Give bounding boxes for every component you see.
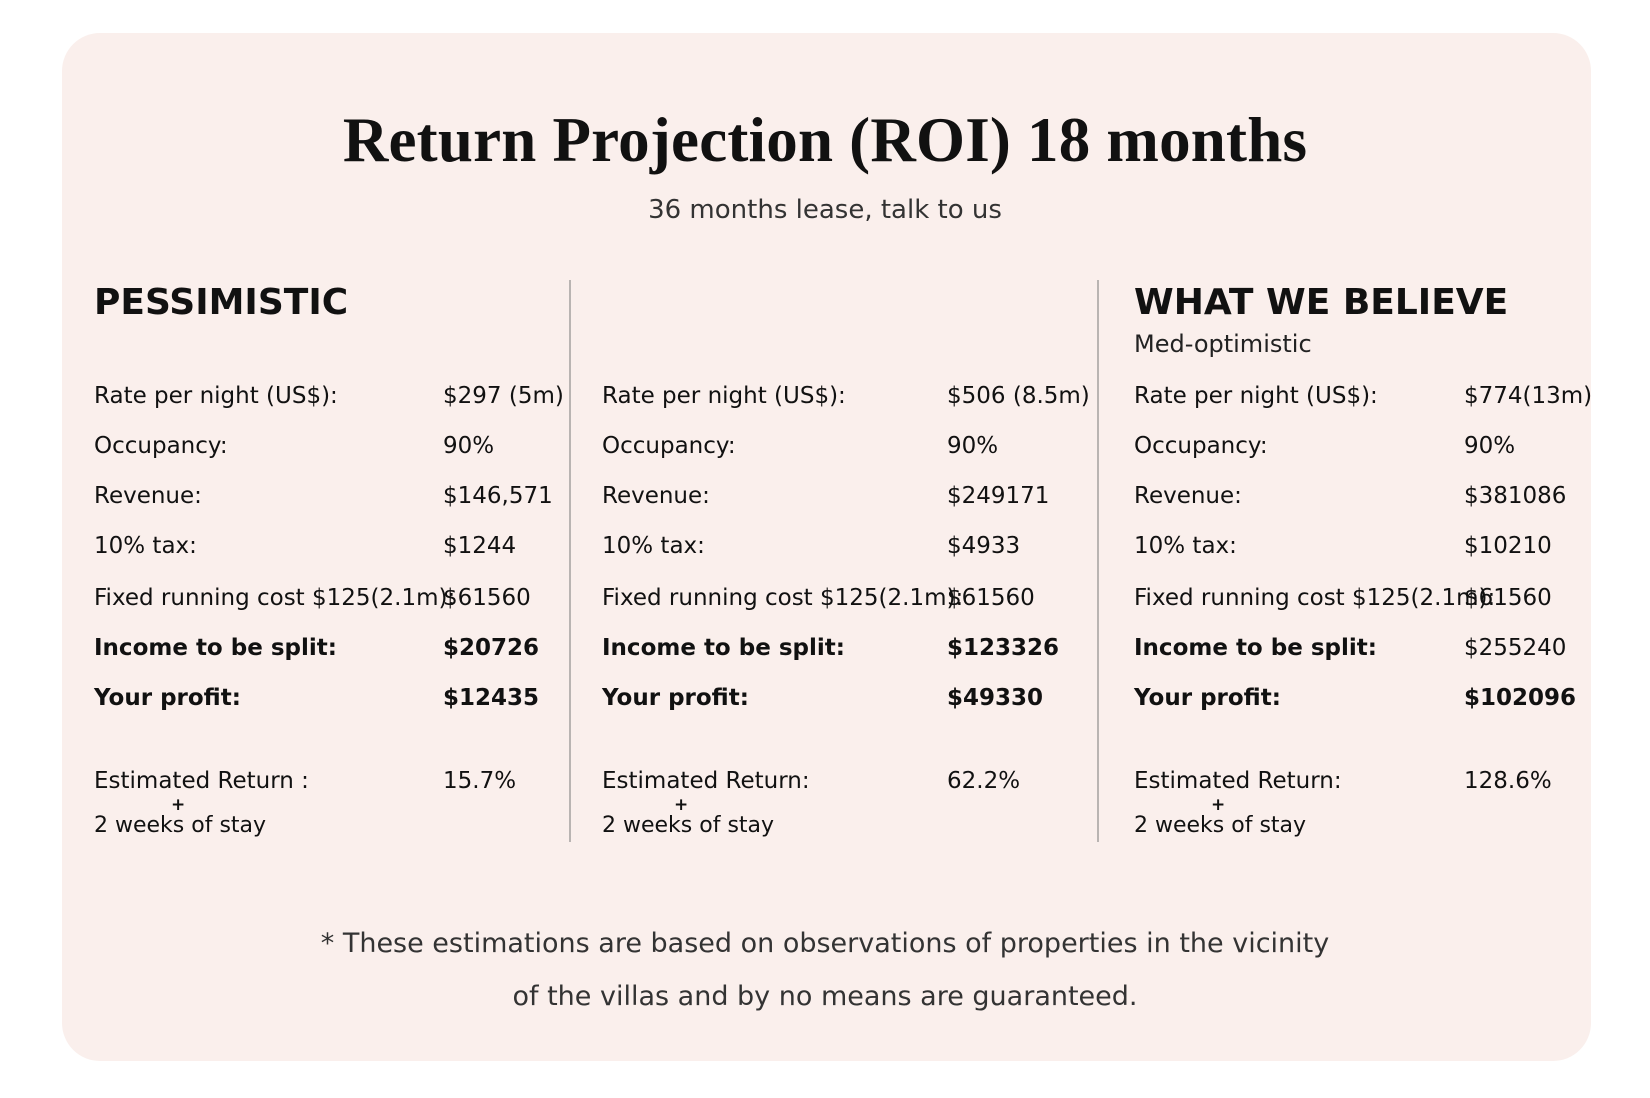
row-label: Occupancy: [602,433,736,459]
estimated-return-value: 62.2% [947,768,1021,794]
row-value: 90% [947,433,999,459]
stay-note: 2 weeks of stay [602,813,775,838]
stay-note: 2 weeks of stay [1134,813,1307,838]
row-value: $297 (5m) [443,383,564,409]
row-value: $255240 [1464,635,1567,661]
row-value: $381086 [1464,483,1567,509]
row-value: $10210 [1464,533,1552,559]
row-label: 10% tax: [94,533,197,559]
row-value: $1244 [443,533,517,559]
row-label: Revenue: [1134,483,1242,509]
row-value: 90% [1464,433,1516,459]
plus-sign: + [674,795,689,815]
column-heading-pessimistic: PESSIMISTIC [94,282,349,323]
row-value: $12435 [443,685,540,711]
row-label: Revenue: [94,483,202,509]
disclaimer-line-2: of the villas and by no means are guaran… [512,981,1138,1012]
row-label: Rate per night (US$): [1134,383,1378,409]
estimated-return-value: 15.7% [443,768,517,794]
row-label: Income to be split: [602,635,845,661]
row-value: $506 (8.5m) [947,383,1090,409]
roi-card [62,33,1591,1061]
row-label: Revenue: [602,483,710,509]
row-label: 10% tax: [1134,533,1237,559]
estimated-return-label: Estimated Return : [94,768,309,794]
page-subtitle: 36 months lease, talk to us [648,195,1002,225]
row-value: $20726 [443,635,540,661]
plus-sign: + [171,795,186,815]
column-subheading: Med-optimistic [1134,330,1312,358]
column-heading-what-we-believe: WHAT WE BELIEVE [1134,282,1509,323]
row-label: Your profit: [94,685,241,711]
row-label: Fixed running cost $125(2.1m): [602,585,964,611]
row-label: Income to be split: [94,635,337,661]
disclaimer-line-1: * These estimations are based on observa… [320,928,1330,959]
row-label: Fixed running cost $125(2.1m): [94,585,456,611]
row-value: $4933 [947,533,1021,559]
estimated-return-label: Estimated Return: [602,768,810,794]
row-value: $49330 [947,685,1044,711]
row-label: Your profit: [602,685,749,711]
stay-note: 2 weeks of stay [94,813,267,838]
row-value: $61560 [443,585,531,611]
row-label: 10% tax: [602,533,705,559]
column-divider [1097,280,1099,842]
row-label: Your profit: [1134,685,1281,711]
row-label: Rate per night (US$): [602,383,846,409]
row-value: $146,571 [443,483,553,509]
estimated-return-label: Estimated Return: [1134,768,1342,794]
estimated-return-value: 128.6% [1464,768,1552,794]
row-value: $123326 [947,635,1060,661]
row-value: $249171 [947,483,1050,509]
row-label: Occupancy: [1134,433,1268,459]
row-value: $774(13m) [1464,383,1593,409]
row-label: Fixed running cost $125(2.1m): [1134,585,1496,611]
row-label: Rate per night (US$): [94,383,338,409]
column-divider [569,280,571,842]
row-value: $61560 [1464,585,1552,611]
row-value: $102096 [1464,685,1577,711]
row-value: $61560 [947,585,1035,611]
row-label: Income to be split: [1134,635,1377,661]
plus-sign: + [1211,795,1226,815]
row-value: 90% [443,433,495,459]
row-label: Occupancy: [94,433,228,459]
page-title: Return Projection (ROI) 18 months [342,105,1308,175]
